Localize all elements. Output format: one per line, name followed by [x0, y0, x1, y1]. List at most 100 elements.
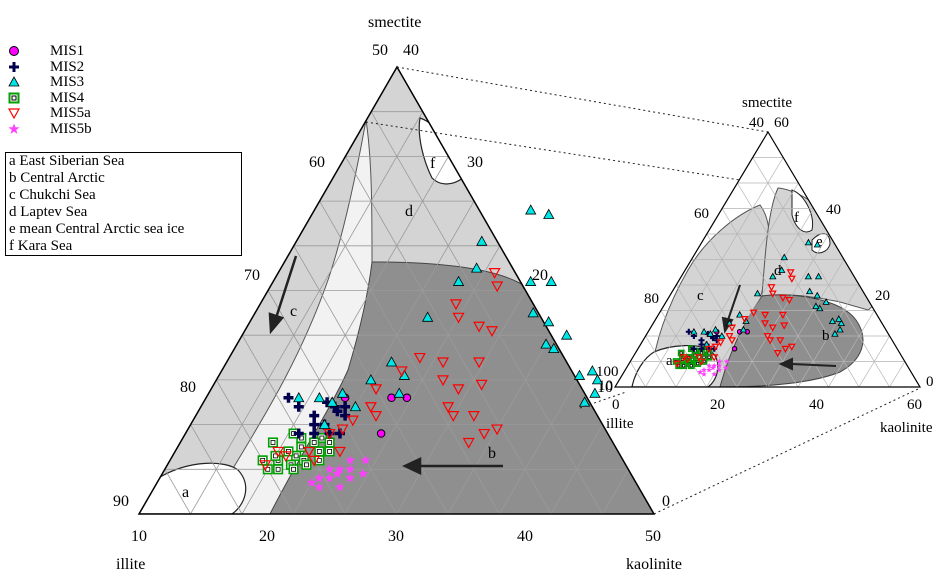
main-tick-20: 20 — [532, 267, 548, 284]
mis3-data-point — [690, 327, 698, 335]
main-tick-0: 0 — [662, 493, 670, 510]
grid-line — [190, 424, 243, 514]
mis5a-data-point — [369, 411, 383, 422]
inset-tick-i100: 100 — [596, 364, 619, 380]
legend-item-mis5a: MIS5a — [4, 105, 92, 122]
mis5a-data-point — [776, 337, 785, 345]
mis2-data-point — [698, 337, 705, 344]
mis1-data-point — [376, 429, 386, 438]
inset-data-points — [672, 238, 846, 377]
mis3-data-point — [524, 275, 537, 286]
mis5a-data-point — [787, 275, 796, 283]
triangle-marker-icon — [4, 75, 26, 90]
main-tick-i60: 60 — [309, 154, 325, 171]
mis5a-data-point — [761, 320, 770, 328]
mis5a-data-point — [272, 446, 285, 458]
mis3-data-point — [780, 253, 788, 261]
mis5a-data-point — [336, 424, 349, 436]
mis5a-data-point — [364, 402, 377, 413]
legend-region-a: a East Siberian Sea — [9, 153, 125, 169]
grid-line — [767, 259, 845, 387]
mis5a-data-point — [436, 375, 450, 387]
mis5b-data-point — [324, 464, 335, 474]
mis5b-data-point — [335, 464, 345, 474]
legend-label: MIS2 — [50, 58, 85, 75]
inset-region-letter-b: b — [822, 328, 830, 344]
mis5a-data-point — [694, 354, 703, 362]
mis3-data-point — [573, 369, 586, 380]
mis3-data-point — [540, 338, 552, 349]
inset-arrow-b — [778, 357, 837, 371]
mis2-data-point — [685, 328, 692, 335]
mis3-data-point — [525, 204, 537, 215]
mis2-data-point — [309, 410, 320, 421]
mis5a-data-point — [452, 384, 465, 396]
mis5a-data-point — [716, 339, 725, 347]
inset-tick-i80: 80 — [644, 291, 659, 307]
circle-marker-icon — [4, 44, 26, 59]
mis5b-data-point — [711, 371, 717, 377]
mis2-data-point — [309, 428, 320, 439]
inset-axis-title-illite: illite — [606, 416, 634, 432]
grid-line — [396, 290, 526, 514]
mis3-data-point — [812, 302, 820, 310]
mis5a-data-point — [491, 281, 504, 293]
mis2-data-point — [309, 419, 320, 430]
main-arrow-b — [402, 457, 503, 475]
mis1-data-point — [731, 346, 738, 352]
mis4-data-point — [273, 464, 284, 475]
mis5a-data-point — [478, 428, 491, 440]
mis5a-data-point — [303, 446, 316, 458]
mis3-data-point — [804, 238, 813, 246]
mis3-data-point — [318, 418, 331, 430]
main-tick-50-top: 50 — [372, 42, 388, 59]
mis1-data-point — [402, 393, 412, 403]
mis2-data-point — [340, 410, 351, 421]
mis3-data-point — [470, 262, 483, 273]
mis5a-data-point — [370, 384, 383, 396]
mis3-data-point — [700, 327, 708, 335]
mis3-data-point — [542, 315, 555, 327]
mis3-data-point — [836, 325, 844, 333]
legend-item-mis3: MIS3 — [4, 74, 92, 91]
main-ternary: a b c d f smectite illite kaolinite 50 4… — [113, 14, 682, 573]
inset-axis-title-kaolinite: kaolinite — [880, 420, 933, 436]
mis5a-data-point — [697, 358, 706, 366]
mis5b-data-point — [701, 371, 707, 377]
mis2-data-point — [334, 428, 345, 439]
mis5a-data-point — [781, 345, 790, 353]
mis3-data-point — [822, 298, 830, 305]
mis3-data-point — [591, 374, 604, 385]
mis5a-data-point — [485, 326, 498, 337]
main-tick-i70: 70 — [244, 267, 260, 284]
mis5a-data-point — [473, 321, 486, 333]
mis5a-data-point — [778, 311, 787, 319]
mis5b-data-point — [358, 468, 368, 478]
mis5a-data-point — [323, 428, 336, 440]
mis3-data-point — [769, 272, 777, 280]
mis5b-data-point — [722, 364, 729, 371]
mis5a-data-point — [413, 352, 426, 364]
mis3-data-point — [835, 315, 843, 322]
grid-line — [706, 208, 814, 387]
mis5a-data-point — [442, 402, 455, 413]
square-marker-icon — [4, 91, 26, 106]
mis4-data-point — [301, 459, 312, 470]
mis5b-data-point — [345, 473, 355, 483]
mis5b-data-point — [360, 455, 371, 465]
inset-tick-k0: 0 — [612, 397, 620, 413]
inset-tick-s10: 10 — [598, 378, 613, 394]
mis5a-data-point — [395, 366, 408, 378]
mis5a-data-point — [449, 299, 462, 311]
mis5a-data-point — [711, 343, 720, 351]
mis5b-data-point — [706, 362, 712, 369]
main-tick-k20: 20 — [259, 528, 275, 545]
mis4-data-point — [267, 437, 279, 448]
mis5a-data-point — [727, 337, 737, 345]
grid-line — [190, 111, 424, 514]
mis3-data-point — [739, 325, 748, 333]
legend-label: MIS5a — [50, 105, 91, 121]
inset-tick-s40-right: 40 — [826, 202, 841, 218]
mis5b-data-point — [314, 482, 324, 492]
